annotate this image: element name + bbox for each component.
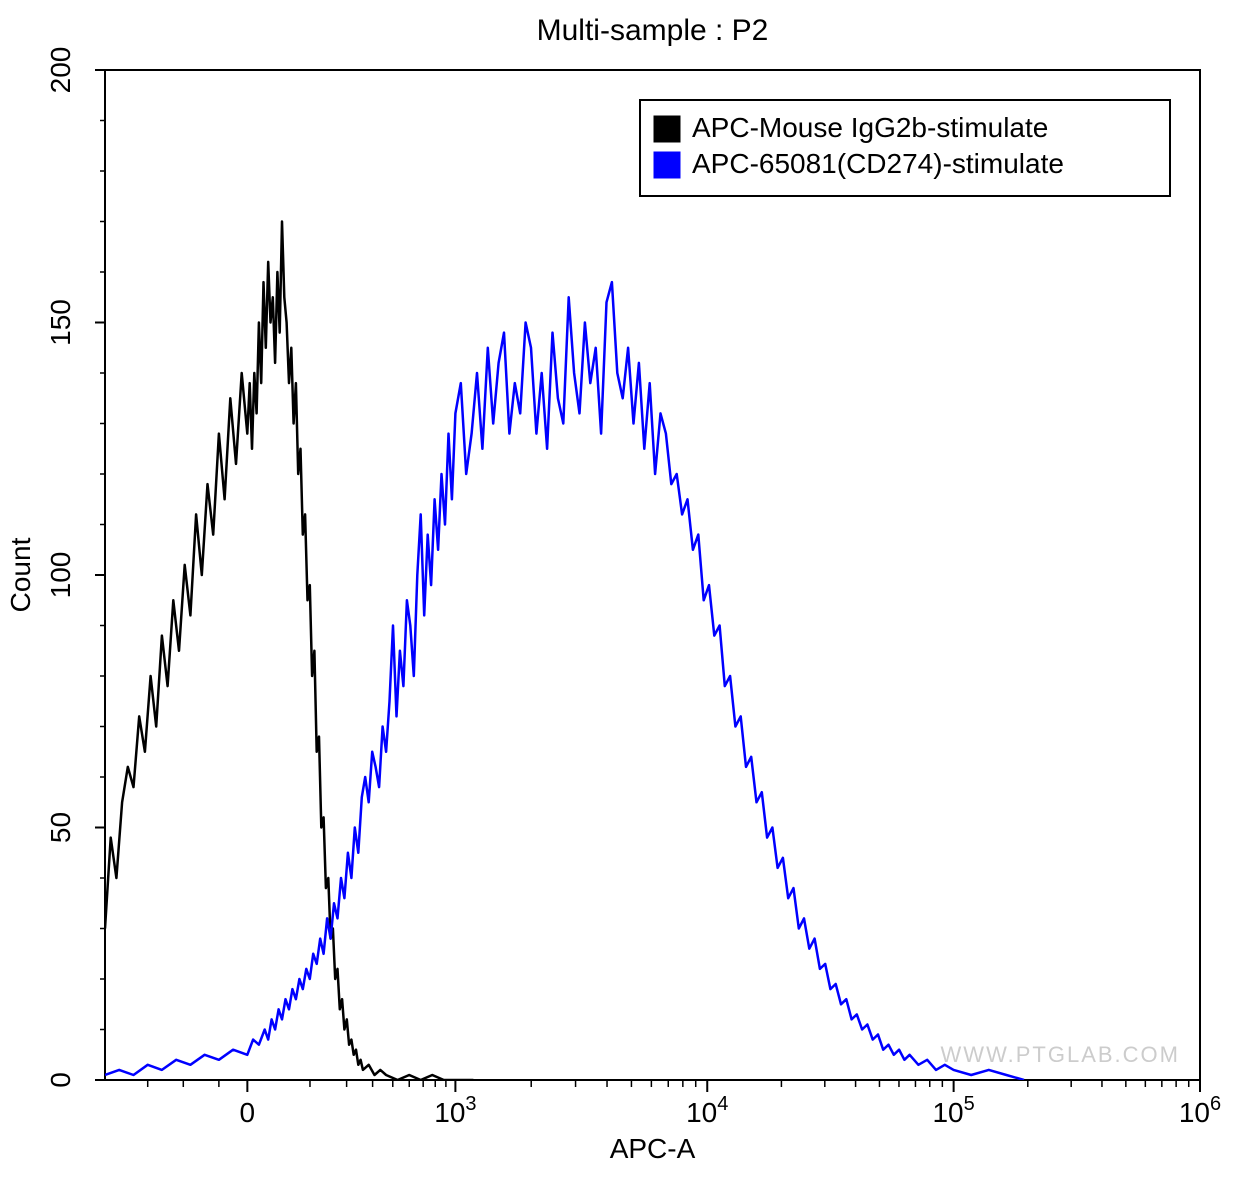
x-tick-label: 103 xyxy=(434,1093,476,1128)
x-tick-label: 104 xyxy=(686,1093,728,1128)
y-tick-label: 0 xyxy=(45,1072,76,1088)
x-axis-label: APC-A xyxy=(610,1133,696,1164)
y-tick-label: 150 xyxy=(45,299,76,346)
watermark: WWW.PTGLAB.COM xyxy=(941,1042,1180,1067)
y-tick-label: 100 xyxy=(45,552,76,599)
chart-svg: 0 50 100 150 200 Count 0 103 104 105 106 APC-A Multi… xyxy=(0,0,1237,1193)
chart-title: Multi-sample : P2 xyxy=(537,14,769,47)
legend-label: APC-Mouse IgG2b-stimulate xyxy=(692,112,1048,143)
y-tick-label: 200 xyxy=(45,47,76,94)
y-tick-label: 50 xyxy=(45,812,76,843)
legend-swatch xyxy=(654,116,680,142)
y-axis-label: Count xyxy=(5,537,36,612)
x-tick-label: 0 xyxy=(240,1097,256,1128)
plot-area xyxy=(105,70,1200,1080)
legend-swatch xyxy=(654,152,680,178)
flow-cytometry-histogram: 0 50 100 150 200 Count 0 103 104 105 106 APC-A Multi… xyxy=(0,0,1237,1193)
x-tick-label: 105 xyxy=(932,1093,974,1128)
legend-label: APC-65081(CD274)-stimulate xyxy=(692,148,1064,179)
x-tick-label: 106 xyxy=(1179,1093,1221,1128)
